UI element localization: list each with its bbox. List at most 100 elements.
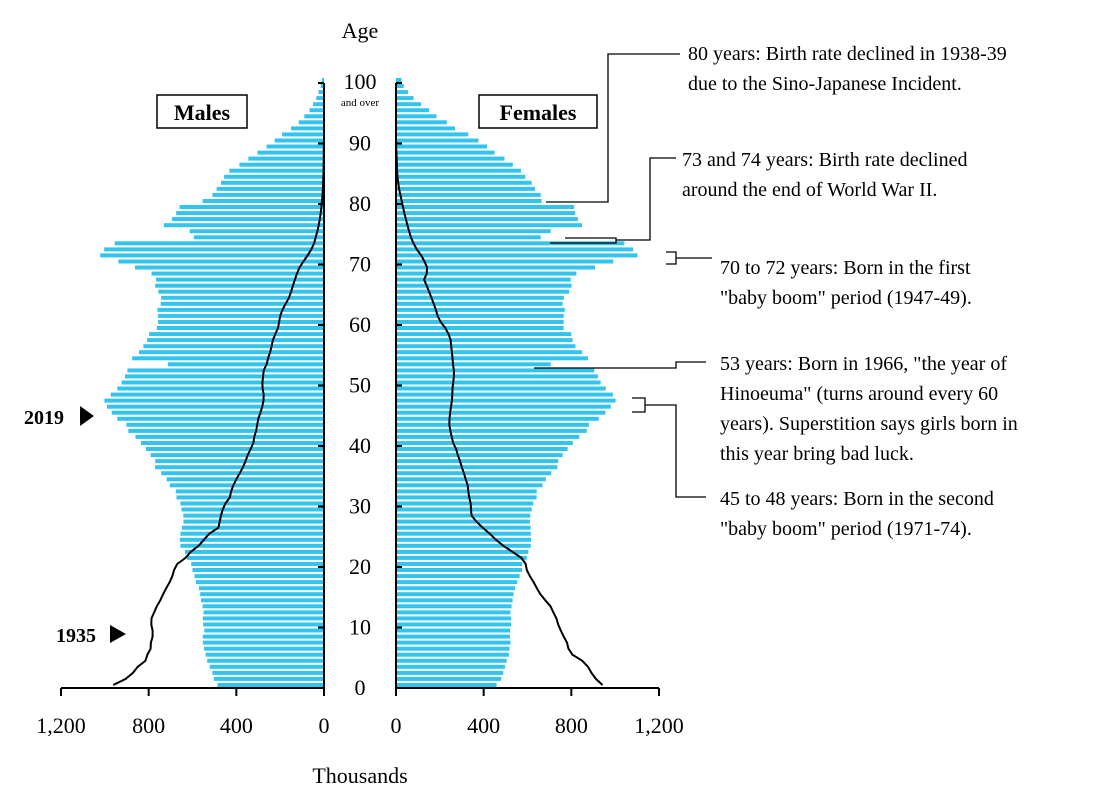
female-bar [396,217,578,222]
females-label-box [478,94,598,129]
female-bar [396,658,507,663]
age-tick-label: 50 [349,373,371,398]
male-bar [202,634,324,639]
female-bar [396,555,527,560]
female-bar [396,102,421,107]
age-tick-label: 90 [349,131,371,156]
male-bar [128,428,324,433]
female-bar [396,434,580,439]
female-bar [396,525,531,530]
male-bar [221,180,324,185]
male-bar [203,610,324,615]
annotation-70-72: 70 to 72 years: Born in the first "baby … [666,251,972,309]
male-x-tick-label: 1,200 [36,713,86,738]
female-bar [396,253,638,258]
female-bar [396,646,510,651]
male-bar [298,120,324,125]
female-bar [396,652,509,657]
female-bar [396,428,587,433]
male-bar [202,199,324,203]
female-bar [396,568,522,572]
female-bar [396,265,595,270]
female-x-tick-label: 0 [391,713,402,738]
male-bar [189,229,324,234]
female-bar [396,350,583,355]
female-bar [396,313,564,318]
male-bar [166,477,324,482]
male-bar [321,78,324,82]
male-bar [185,549,324,554]
female-bar [396,205,575,209]
male-bar [135,434,324,439]
marker-1935-label: 1935 [56,625,96,647]
female-bar [396,586,515,591]
male-bar [149,332,324,337]
male-bar [204,628,324,633]
male-bar [160,301,324,306]
female-bar [396,150,495,155]
male-bar [318,90,324,95]
male-bar [202,604,324,609]
male-bar [126,422,324,427]
male-bar [179,537,324,542]
female-x-tick-label: 1,200 [634,713,684,738]
annotation-53-line-3: years). Superstition says girls born in [720,413,1018,435]
female-bar [396,459,559,464]
male-bar [181,507,324,512]
male-bar [161,295,324,300]
female-bar [396,223,583,228]
female-bar [396,168,521,173]
female-bar [396,247,634,252]
female-bar [396,162,513,167]
female-bar [396,519,530,524]
male-bar [158,320,324,324]
annotation-80-line-1: 80 years: Birth rate declined in 1938-39 [688,43,1007,65]
x-ticks: 1,200 800 400 0 0 400 800 1,200 [36,688,684,738]
female-bar [396,120,447,125]
female-bar [396,483,543,488]
male-bar [121,380,324,385]
female-bar [396,138,479,143]
female-bar [396,664,506,669]
male-bar [107,404,324,409]
female-bar [396,380,601,385]
female-bar [396,192,541,197]
female-bar [396,404,611,409]
male-bar [127,368,325,373]
male-bar [180,531,324,536]
male-bar [156,277,324,282]
male-bar [161,471,324,476]
annotation-45-48-line-1: 45 to 48 years: Born in the second [720,488,994,510]
female-bar [396,211,576,216]
male-bar [320,84,324,88]
male-bar [204,646,324,651]
female-bar [396,96,414,101]
female-bar [396,604,512,609]
female-bar [396,580,518,585]
male-bar [257,150,324,155]
male-bar [175,489,324,494]
annotation-73-74: 73 and 74 years: Birth rate declined aro… [550,149,967,244]
female-bar [396,416,599,421]
female-bar [396,465,558,470]
female-bar [396,622,512,627]
female-bar [396,507,532,512]
annotation-73-74-line-2: around the end of World War II. [682,179,937,201]
male-bar [196,580,324,585]
female-bar [396,398,616,403]
female-bar [396,259,614,264]
male-bar [192,568,324,572]
male-bar [125,374,324,379]
female-bar [396,156,505,161]
male-bar [213,676,324,681]
age-tick-label: 20 [349,554,371,579]
female-bar [396,616,512,621]
male-bar [132,356,324,361]
male-bar [156,326,324,330]
female-bar [396,562,523,566]
male-bar [180,543,324,548]
male-bar [309,108,324,113]
female-bar [396,489,537,494]
male-bar [207,658,324,663]
